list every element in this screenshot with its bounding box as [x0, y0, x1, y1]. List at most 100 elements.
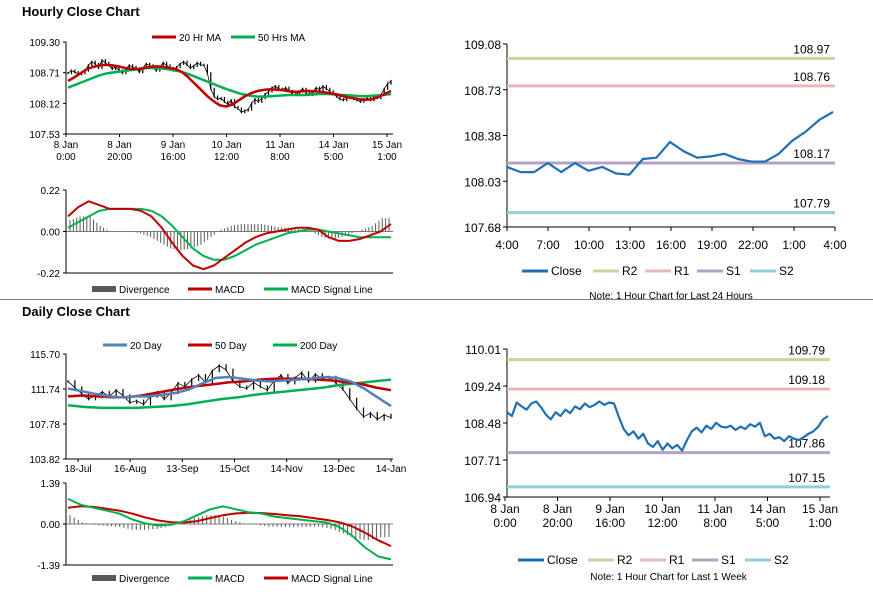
- daily-levels-xtick-label: 16:00: [595, 516, 625, 530]
- daily-levels-xtick-label: 8 Jan: [543, 502, 572, 516]
- daily-levels-level-label-s2: 107.15: [788, 471, 825, 485]
- daily-price-ytick-label: 107.78: [29, 420, 60, 431]
- daily-macd-ytick-label: 0.00: [41, 520, 61, 531]
- hourly-price-ytick-label: 109.30: [29, 38, 60, 49]
- daily-levels-level-label-r1: 109.18: [788, 373, 825, 387]
- hourly-price-xtick-label: 11 Jan: [265, 140, 294, 151]
- hourly-price-xtick-label: 9 Jan: [161, 140, 185, 151]
- hourly-levels-xtick-label: 22:00: [738, 238, 768, 252]
- hourly-levels-level-label-r1: 108.76: [793, 70, 830, 84]
- daily-section-title: Daily Close Chart: [22, 304, 130, 319]
- hourly-levels-xtick-label: 7:00: [536, 238, 560, 252]
- daily-ma200-line: [67, 378, 392, 410]
- hourly-legend-divergence-label: Divergence: [119, 285, 170, 296]
- daily-price-xtick-label: 18-Jul: [64, 464, 91, 475]
- daily-price-ytick-label: 115.70: [30, 350, 60, 361]
- hourly-levels-ytick-label: 109.08: [464, 38, 501, 52]
- daily-levels-xtick-label: 9 Jan: [595, 502, 624, 516]
- daily-macd-ytick-label: 1.39: [41, 479, 61, 490]
- hourly-price-xtick-label: 8:00: [270, 152, 290, 163]
- daily-price-xtick-label: 16-Aug: [114, 464, 146, 475]
- daily-legend-ma50-label: 50 Day: [215, 341, 247, 352]
- hourly-levels-legend-label: R1: [674, 264, 690, 278]
- daily-levels-xtick-label: 14 Jan: [749, 502, 785, 516]
- hourly-price-xtick-label: 20:00: [107, 152, 132, 163]
- daily-price-xtick-label: 15-Oct: [219, 464, 249, 475]
- hourly-price-xtick-label: 8 Jan: [107, 140, 131, 151]
- daily-levels-xtick-label: 11 Jan: [697, 502, 732, 516]
- hourly-levels-close-line: [506, 111, 834, 176]
- daily-levels-legend-label: S1: [721, 553, 736, 567]
- hourly-price-ytick-label: 108.12: [29, 99, 60, 110]
- hourly-macd-ytick-label: 0.00: [41, 228, 61, 239]
- daily-levels-xtick-label: 5:00: [756, 516, 780, 530]
- hourly-levels-xtick-label: 4:00: [495, 238, 519, 252]
- hourly-levels-level-label-s2: 107.79: [793, 197, 830, 211]
- daily-levels-ytick-label: 107.71: [464, 454, 501, 468]
- daily-levels-xtick-label: 8:00: [703, 516, 727, 530]
- daily-levels-legend-label: R2: [617, 553, 633, 567]
- hourly-ma50-line: [67, 66, 392, 98]
- hourly-legend-ma50-label: 50 Hrs MA: [258, 33, 306, 44]
- hourly-section-title: Hourly Close Chart: [22, 4, 140, 19]
- daily-levels-legend-label: Close: [547, 553, 578, 567]
- daily-levels-legend-label: R1: [669, 553, 685, 567]
- daily-levels-ytick-label: 108.48: [464, 417, 501, 431]
- daily-legend-divergence-label: Divergence: [119, 574, 170, 585]
- hourly-ma20-line: [67, 63, 392, 108]
- daily-price-ytick-label: 103.82: [29, 455, 60, 466]
- hourly-levels-legend-label: R2: [622, 264, 638, 278]
- daily-levels-note: Note: 1 Hour Chart for Last 1 Week: [590, 572, 748, 583]
- hourly-levels-legend-label: S2: [779, 264, 794, 278]
- hourly-legend-macd-label: MACD: [215, 285, 244, 296]
- hourly-price-xtick-label: 5:00: [324, 152, 344, 163]
- daily-levels-ytick-label: 110.01: [465, 343, 501, 357]
- daily-levels-xtick-label: 1:00: [808, 516, 832, 530]
- hourly-levels-xtick-label: 4:00: [823, 238, 847, 252]
- hourly-levels-xtick-label: 10:00: [574, 238, 604, 252]
- hourly-levels-legend-label: Close: [551, 264, 582, 278]
- daily-levels-ytick-label: 106.94: [464, 491, 501, 505]
- hourly-price-bars-line: [67, 59, 392, 113]
- hourly-levels-ytick-label: 108.38: [464, 130, 501, 144]
- hourly-macd-line: [67, 200, 392, 271]
- daily-levels-xtick-label: 10 Jan: [644, 502, 680, 516]
- hourly-levels-level-label-s1: 108.17: [793, 147, 830, 161]
- hourly-levels-ytick-label: 107.68: [464, 221, 501, 235]
- daily-price-ytick-label: 111.74: [31, 385, 61, 396]
- daily-levels-xtick-label: 15 Jan: [802, 502, 838, 516]
- hourly-price-ytick-label: 107.53: [29, 130, 60, 141]
- daily-price-xtick-label: 13-Dec: [323, 464, 355, 475]
- hourly-levels-xtick-label: 16:00: [656, 238, 686, 252]
- hourly-price-xtick-label: 15 Jan: [372, 140, 402, 151]
- section-divider: [0, 299, 873, 300]
- daily-levels-legend-label: S2: [774, 553, 789, 567]
- daily-price-xtick-label: 13-Sep: [166, 464, 199, 475]
- hourly-price-xtick-label: 16:00: [160, 152, 185, 163]
- hourly-levels-ytick-label: 108.03: [464, 175, 501, 189]
- daily-levels-xtick-label: 12:00: [647, 516, 677, 530]
- hourly-signal-line: [67, 207, 391, 261]
- hourly-levels-xtick-label: 1:00: [782, 238, 806, 252]
- hourly-levels-xtick-label: 19:00: [697, 238, 727, 252]
- daily-price-xtick-label: 14-Jan: [376, 464, 407, 475]
- hourly-levels-legend-label: S1: [726, 264, 741, 278]
- daily-levels-level-label-r2: 109.79: [788, 344, 825, 358]
- hourly-levels-xtick-label: 13:00: [615, 238, 645, 252]
- daily-levels-xtick-label: 8 Jan: [490, 502, 519, 516]
- daily-levels-xtick-label: 0:00: [493, 516, 517, 530]
- daily-macd-line: [67, 497, 392, 561]
- hourly-levels-note: Note: 1 Hour Chart for Last 24 Hours: [589, 291, 752, 302]
- daily-levels-xtick-label: 20:00: [542, 516, 572, 530]
- hourly-price-xtick-label: 0:00: [56, 152, 76, 163]
- hourly-price-ytick-label: 108.71: [29, 69, 60, 80]
- daily-price-bars-group: [67, 364, 392, 421]
- hourly-price-xtick-label: 14 Jan: [318, 140, 348, 151]
- hourly-levels-level-label-r2: 108.97: [793, 42, 830, 56]
- hourly-legend-ma20-label: 20 Hr MA: [179, 33, 222, 44]
- hourly-macd-ytick-label: 0.22: [41, 186, 61, 197]
- hourly-price-xtick-label: 8 Jan: [54, 140, 78, 151]
- daily-levels-ytick-label: 109.24: [464, 380, 501, 394]
